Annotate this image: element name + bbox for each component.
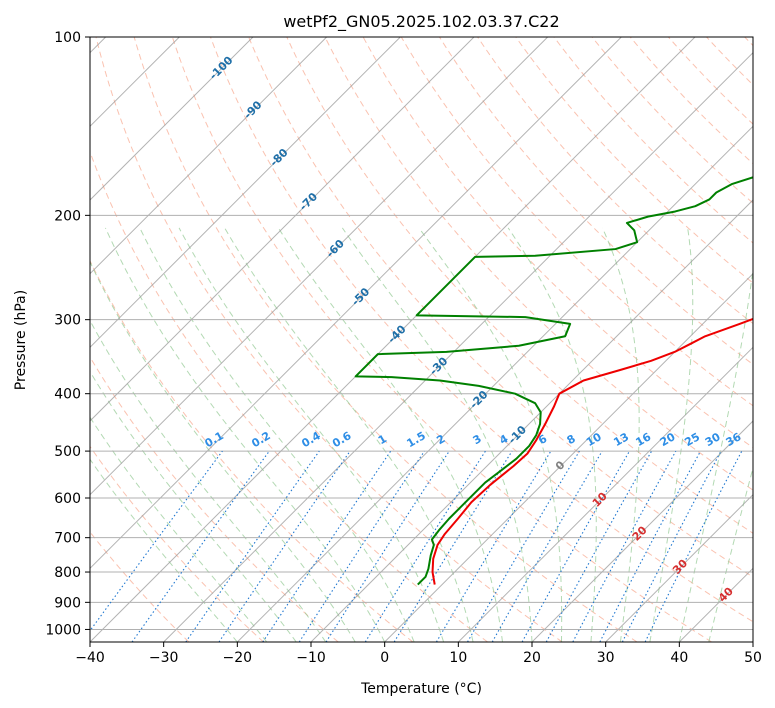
mixing-ratio-line — [521, 450, 630, 642]
y-tick-label: 600 — [54, 491, 81, 507]
moist-adiabat-line — [601, 227, 640, 642]
dry-adiabat-line — [248, 37, 753, 578]
isotherm-line — [531, 420, 753, 642]
mixing-ratio-line — [90, 450, 223, 632]
y-tick-label: 100 — [54, 30, 81, 46]
mixing-ratio-line — [218, 450, 351, 642]
mixing-ratio-line — [435, 450, 552, 642]
moist-adiabat-line — [649, 227, 694, 642]
y-tick-label: 400 — [54, 387, 81, 403]
y-tick-label: 1000 — [45, 622, 81, 638]
isotherm-line — [90, 37, 475, 422]
moist-adiabat-line — [708, 466, 753, 642]
isotherm-line — [90, 37, 549, 496]
y-tick-label: 300 — [54, 313, 81, 329]
dry-adiabat-line — [210, 37, 753, 623]
moist-adiabat-line — [90, 458, 238, 642]
mixing-ratio-line — [491, 450, 603, 642]
isotherm-line — [90, 37, 696, 642]
mixing-ratio-lines — [90, 450, 743, 642]
plot-area: -100-90-80-70-60-50-40-30-20-100.1 0.2 0.4… — [90, 37, 753, 642]
isotherm-line — [163, 51, 753, 642]
isotherm-line — [605, 493, 753, 642]
mixing-ratio-line — [393, 450, 513, 642]
isotherm-line — [236, 125, 753, 642]
x-tick-label: −40 — [75, 650, 105, 666]
dry-adiabat-line — [133, 37, 638, 642]
y-tick-label: 700 — [54, 531, 81, 547]
moist-adiabat-line — [418, 227, 563, 642]
mixing-ratio-line — [467, 450, 580, 642]
mixing-ratio-line — [131, 450, 270, 642]
x-tick-label: −20 — [223, 650, 253, 666]
moist-adiabat-line — [507, 227, 597, 642]
dry-adiabat-line — [95, 37, 563, 642]
x-tick-label: −30 — [149, 650, 179, 666]
isotherm-line — [457, 346, 753, 642]
x-tick-label: −10 — [296, 650, 326, 666]
y-tick-label: 900 — [54, 595, 81, 611]
temperature-profile-line — [431, 317, 753, 585]
dry-adiabat-line — [90, 445, 264, 642]
moist-adiabat-line — [90, 319, 327, 642]
isotherm-line — [90, 37, 328, 275]
moist-adiabat-line — [90, 416, 268, 642]
isotherm-line — [384, 272, 753, 642]
plot-frame — [89, 36, 754, 643]
chart-title: wetPf2_GN05.2025.102.03.37.C22 — [283, 12, 559, 32]
x-tick-label: 20 — [523, 650, 541, 666]
mixing-ratio-line — [325, 450, 450, 642]
y-axis: 1000 900 800 700 600 500 400 300 200 100 — [45, 30, 90, 638]
moist-adiabats — [90, 227, 753, 642]
dry-adiabat-line — [591, 37, 753, 204]
moist-adiabat-line — [90, 260, 356, 642]
x-tick-label: 10 — [449, 650, 467, 666]
profiles — [354, 176, 753, 586]
mixing-ratio-line — [185, 450, 320, 642]
dry-adiabats — [90, 37, 753, 642]
moist-adiabat-line — [104, 227, 386, 642]
x-tick-label: 50 — [744, 650, 762, 666]
isotherm-line — [90, 37, 622, 570]
pressure-grid — [90, 37, 753, 630]
mixing-ratio-line — [364, 450, 486, 642]
isotherm-line — [90, 37, 401, 349]
dry-adiabat-line — [90, 259, 414, 642]
dry-adiabat-line — [324, 37, 753, 491]
x-axis: −40 −30 −20 −10 0 10 20 30 40 50 — [75, 642, 762, 666]
isotherm-line — [310, 199, 753, 642]
dewpoint-profile-line — [354, 176, 753, 586]
x-tick-label: 40 — [670, 650, 688, 666]
y-tick-label: 500 — [54, 444, 81, 460]
x-tick-label: 30 — [597, 650, 615, 666]
dry-adiabat-line — [400, 37, 753, 407]
x-axis-title: Temperature (°C) — [360, 681, 482, 697]
dry-adiabat-line — [171, 37, 712, 642]
moist-adiabat-line — [224, 227, 474, 642]
moist-adiabat-line — [341, 227, 533, 642]
mixing-ratio-line — [572, 450, 677, 642]
dry-adiabat-line — [629, 37, 753, 165]
mixing-ratio-line — [545, 450, 653, 642]
x-tick-label: 0 — [380, 650, 389, 666]
isotherm-line — [90, 37, 254, 201]
y-axis-title: Pressure (hPa) — [13, 290, 29, 390]
dry-adiabat-line — [515, 37, 753, 284]
y-tick-label: 200 — [54, 208, 81, 224]
moist-adiabat-line — [678, 265, 753, 642]
dry-adiabat-line — [477, 37, 753, 325]
y-tick-label: 800 — [54, 565, 81, 581]
moist-adiabat-line — [139, 227, 415, 642]
isotherms — [90, 37, 753, 642]
